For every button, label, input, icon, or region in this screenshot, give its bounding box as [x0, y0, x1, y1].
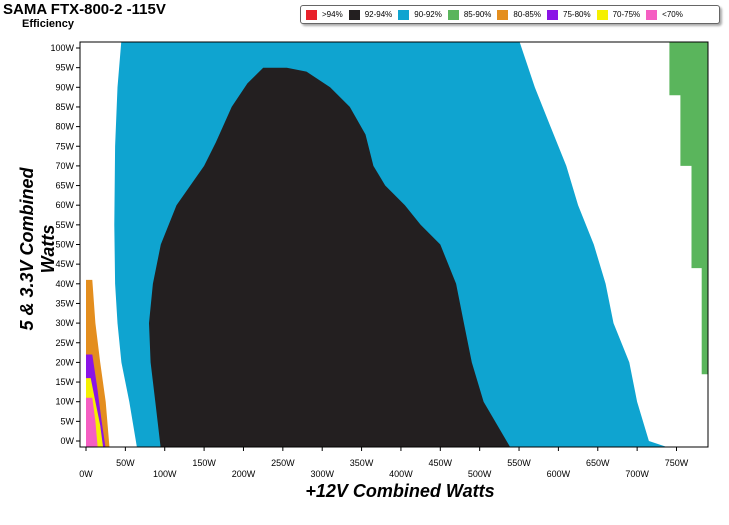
y-tick-label: 75W: [55, 141, 74, 151]
y-tick-label: 0W: [61, 436, 75, 446]
y-tick-label: 65W: [55, 181, 74, 191]
legend-swatch: [348, 9, 360, 20]
x-tick-label: 400W: [389, 469, 413, 479]
legend-swatch: [497, 9, 509, 20]
x-tick-label: 750W: [665, 458, 689, 468]
x-tick-label: 450W: [429, 458, 453, 468]
legend-item: <70%: [646, 9, 683, 20]
region-92-94: [149, 67, 511, 447]
chart-title: SAMA FTX-800-2 -115V: [3, 1, 166, 18]
x-tick-label: 650W: [586, 458, 610, 468]
x-tick-label: 700W: [625, 469, 649, 479]
region-85-90: [669, 42, 708, 375]
legend-item: 70-75%: [596, 9, 641, 20]
region-70: [86, 397, 98, 447]
y-tick-label: 25W: [55, 338, 74, 348]
legend-item: 90-92%: [398, 9, 442, 20]
legend-label: 80-85%: [513, 10, 541, 19]
y-tick-label: 95W: [55, 63, 74, 73]
legend-label: 90-92%: [414, 10, 442, 19]
legend-item: 85-90%: [447, 9, 492, 20]
x-tick-label: 150W: [192, 458, 216, 468]
legend-label: <70%: [662, 10, 683, 19]
y-tick-label: 70W: [55, 161, 74, 171]
y-tick-label: 50W: [55, 240, 74, 250]
y-axis-label: 5 & 3.3V Combined Watts: [17, 167, 58, 331]
legend-label: >94%: [322, 10, 343, 19]
x-tick-label: 100W: [153, 469, 177, 479]
y-tick-label: 15W: [55, 377, 74, 387]
x-axis-label: +12V Combined Watts: [305, 481, 495, 501]
chart-subtitle: Efficiency: [22, 18, 74, 30]
x-tick-label: 550W: [507, 458, 531, 468]
y-tick-label: 45W: [55, 259, 74, 269]
y-tick-label: 55W: [55, 220, 74, 230]
y-tick-label: 100W: [50, 43, 74, 53]
y-tick-label: 85W: [55, 102, 74, 112]
legend-swatch: [447, 9, 459, 20]
legend-swatch: [646, 9, 658, 20]
legend-swatch: [547, 9, 558, 20]
x-tick-label: 250W: [271, 458, 295, 468]
y-tick-label: 20W: [55, 357, 74, 367]
x-tick-label: 200W: [232, 469, 256, 479]
y-tick-label: 40W: [55, 279, 74, 289]
x-tick-label: 300W: [310, 469, 334, 479]
legend: >94% 92-94% 90-92% 85-90% 80-85% 75-80% …: [300, 5, 720, 24]
x-tick-label: 500W: [468, 469, 492, 479]
legend-label: 70-75%: [612, 10, 641, 19]
x-tick-label: 600W: [547, 469, 571, 479]
legend-item: 80-85%: [497, 9, 541, 20]
legend-item: 92-94%: [348, 9, 393, 20]
y-tick-label: 80W: [55, 122, 74, 132]
x-tick-label: 0W: [79, 469, 93, 479]
legend-swatch: [306, 9, 317, 20]
y-tick-label: 10W: [55, 397, 74, 407]
y-tick-label: 35W: [55, 298, 74, 308]
x-tick-label: 350W: [350, 458, 374, 468]
legend-item: 75-80%: [547, 9, 591, 20]
legend-swatch: [398, 9, 410, 20]
y-tick-label: 60W: [55, 200, 74, 210]
legend-label: 75-80%: [563, 10, 591, 19]
y-tick-label: 5W: [61, 416, 75, 426]
legend-label: 92-94%: [364, 10, 393, 19]
legend-item: >94%: [306, 9, 343, 20]
legend-swatch: [596, 9, 608, 20]
legend-label: 85-90%: [463, 10, 492, 19]
x-tick-label: 50W: [116, 458, 135, 468]
y-tick-label: 30W: [55, 318, 74, 328]
y-tick-label: 90W: [55, 82, 74, 92]
